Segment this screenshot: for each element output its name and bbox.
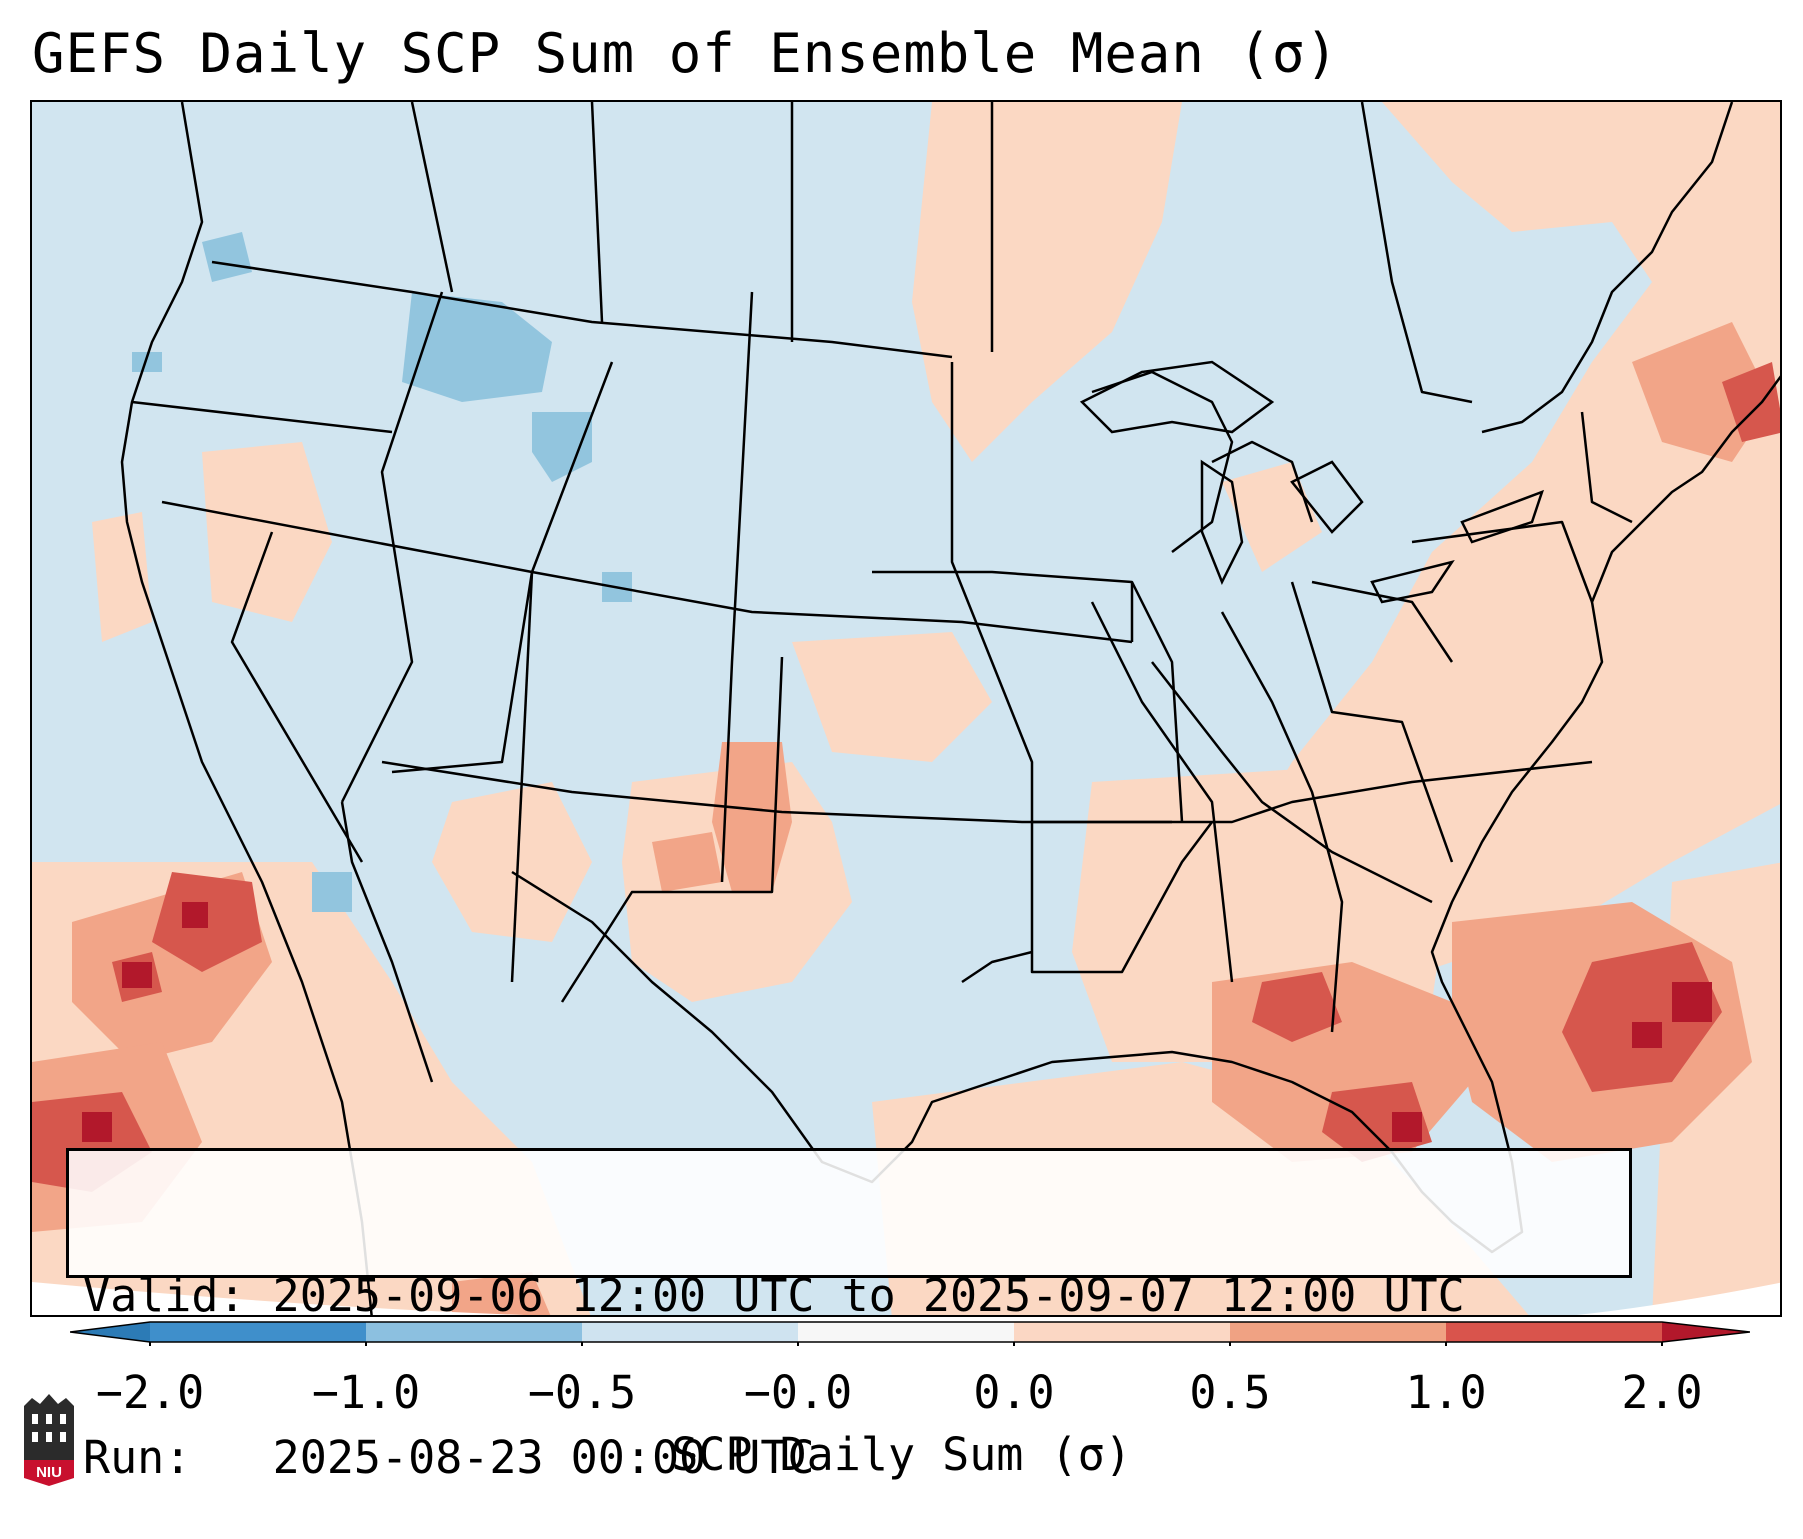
negative-anomaly-regions <box>132 232 632 912</box>
colorbar-tick-label: −0.5 <box>527 1366 637 1419</box>
valid-row: Valid: 2025-09-06 12:00 UTC to 2025-09-0… <box>83 1269 1629 1323</box>
logo-text: NIU <box>36 1464 62 1481</box>
colorbar-max-extension <box>1662 1322 1750 1342</box>
colorbar-ticks <box>149 1342 1663 1346</box>
projection-edge <box>32 1282 1780 1315</box>
peak-anomaly-cells <box>82 902 1712 1142</box>
run-row: Run: 2025-08-23 00:00 UTC <box>83 1431 1629 1485</box>
colorbar-segment-3 <box>798 1322 1014 1342</box>
colorbar-min-extension <box>70 1322 150 1342</box>
colorbar-tick-label: 0.5 <box>1189 1366 1271 1419</box>
valid-run-info-box: Valid: 2025-09-06 12:00 UTC to 2025-09-0… <box>66 1148 1632 1484</box>
colorbar-tick-label: 0.0 <box>973 1366 1055 1419</box>
chart-title: GEFS Daily SCP Sum of Ensemble Mean (σ) <box>32 22 1339 85</box>
colorbar <box>70 1321 1750 1346</box>
state-borders <box>131 102 1633 1033</box>
colorbar-segment-4 <box>1014 1322 1230 1342</box>
colorbar-tick-label: −0.0 <box>743 1366 853 1419</box>
valid-label: Valid: <box>83 1269 246 1322</box>
colorbar-segment-1 <box>366 1322 582 1342</box>
colorbar-tick-label: 1.0 <box>1405 1366 1487 1419</box>
colorbar-segment-0 <box>150 1322 366 1342</box>
colorbar-segment-2 <box>582 1322 798 1342</box>
niu-logo: NIU <box>24 1394 74 1486</box>
map-panel <box>30 100 1782 1317</box>
colorbar-segment-6 <box>1446 1322 1662 1342</box>
scp-map <box>32 102 1780 1315</box>
run-label: Run: <box>83 1431 192 1484</box>
colorbar-tick-label: −2.0 <box>95 1366 205 1419</box>
colorbar-tick-label: −1.0 <box>311 1366 421 1419</box>
colorbar-segment-5 <box>1230 1322 1446 1342</box>
colorbar-label: SCP Daily Sum (σ) <box>671 1428 1132 1481</box>
valid-value: 2025-09-06 12:00 UTC to 2025-09-07 12:00… <box>272 1269 1465 1322</box>
great-lakes <box>1079 360 1545 604</box>
colorbar-tick-label: 2.0 <box>1621 1366 1703 1419</box>
run-value: 2025-08-23 00:00 UTC <box>272 1431 815 1484</box>
